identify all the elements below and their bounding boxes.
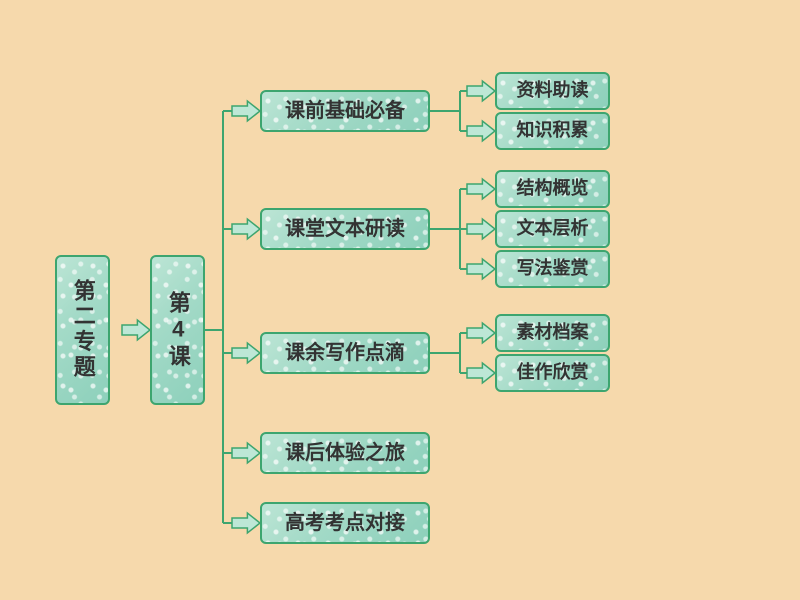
node-l3g: 佳作欣赏 bbox=[495, 354, 610, 392]
node-l3c: 结构概览 bbox=[495, 170, 610, 208]
node-l3e: 写法鉴赏 bbox=[495, 250, 610, 288]
node-l3a: 资料助读 bbox=[495, 72, 610, 110]
node-lesson: 第4课 bbox=[150, 255, 205, 405]
node-sec5: 高考考点对接 bbox=[260, 502, 430, 544]
node-l3b: 知识积累 bbox=[495, 112, 610, 150]
node-l3f: 素材档案 bbox=[495, 314, 610, 352]
node-l3d: 文本层析 bbox=[495, 210, 610, 248]
node-sec2: 课堂文本研读 bbox=[260, 208, 430, 250]
node-sec4: 课后体验之旅 bbox=[260, 432, 430, 474]
node-root: 第二专题 bbox=[55, 255, 110, 405]
node-sec1: 课前基础必备 bbox=[260, 90, 430, 132]
node-sec3: 课余写作点滴 bbox=[260, 332, 430, 374]
